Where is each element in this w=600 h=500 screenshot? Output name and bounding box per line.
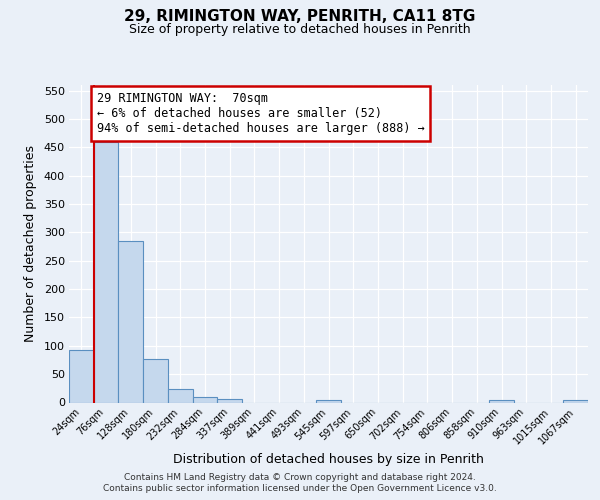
- Bar: [168, 389, 193, 402]
- Bar: [563, 400, 588, 402]
- Bar: [94, 142, 118, 402]
- Text: Size of property relative to detached houses in Penrith: Size of property relative to detached ho…: [129, 22, 471, 36]
- Y-axis label: Number of detached properties: Number of detached properties: [24, 145, 37, 342]
- Bar: [316, 400, 341, 402]
- X-axis label: Distribution of detached houses by size in Penrith: Distribution of detached houses by size …: [173, 453, 484, 466]
- Text: Contains public sector information licensed under the Open Government Licence v3: Contains public sector information licen…: [103, 484, 497, 493]
- Text: 29, RIMINGTON WAY, PENRITH, CA11 8TG: 29, RIMINGTON WAY, PENRITH, CA11 8TG: [124, 9, 476, 24]
- Text: Contains HM Land Registry data © Crown copyright and database right 2024.: Contains HM Land Registry data © Crown c…: [124, 473, 476, 482]
- Bar: [118, 241, 143, 402]
- Bar: [217, 399, 242, 402]
- Bar: [193, 397, 217, 402]
- Bar: [143, 359, 168, 403]
- Bar: [69, 350, 94, 403]
- Bar: [489, 400, 514, 402]
- Text: 29 RIMINGTON WAY:  70sqm
← 6% of detached houses are smaller (52)
94% of semi-de: 29 RIMINGTON WAY: 70sqm ← 6% of detached…: [97, 92, 424, 135]
